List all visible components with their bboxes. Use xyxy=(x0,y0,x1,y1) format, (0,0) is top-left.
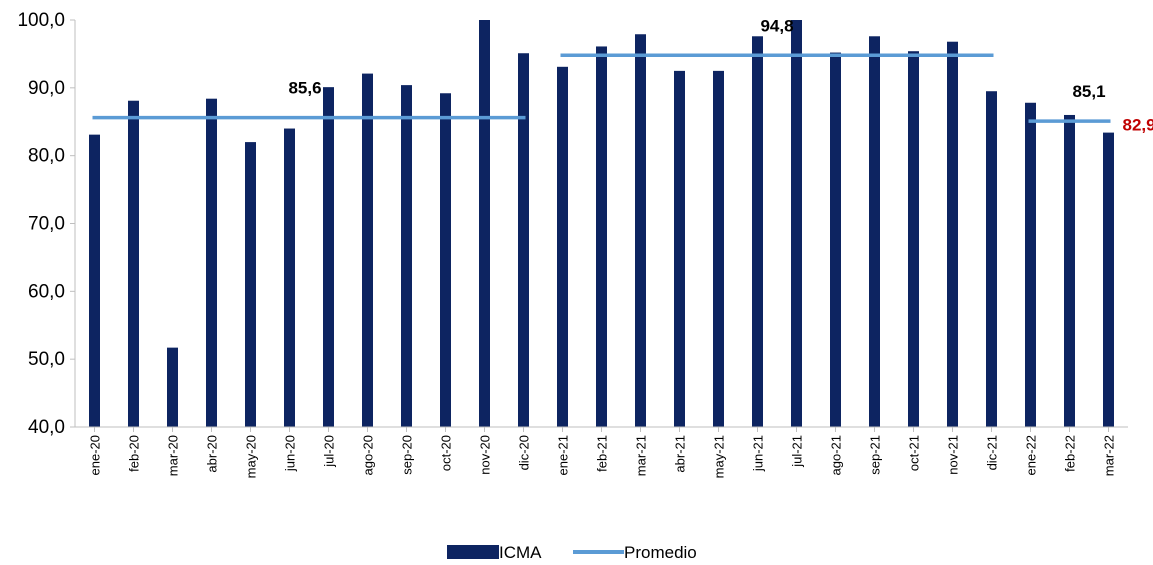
x-tick-label: nov-20 xyxy=(478,435,493,475)
bar-icma xyxy=(1064,114,1075,427)
x-tick-label: sep-20 xyxy=(400,435,415,475)
x-tick-label: abr-20 xyxy=(205,435,220,473)
x-tick-label: abr-21 xyxy=(673,435,688,473)
x-tick-label: sep-21 xyxy=(868,435,883,475)
x-tick-label: jul-20 xyxy=(322,435,337,468)
bar-icma xyxy=(167,347,178,427)
x-tick-label: dic-20 xyxy=(517,435,532,470)
x-tick-label: mar-21 xyxy=(634,435,649,476)
x-tick-label: feb-21 xyxy=(595,435,610,472)
legend-promedio-label: Promedio xyxy=(624,543,697,562)
x-tick-label: oct-21 xyxy=(907,435,922,471)
y-tick-label: 100,0 xyxy=(17,10,65,31)
bar-icma xyxy=(947,41,958,427)
bar-icma xyxy=(1025,102,1036,428)
bar-icma xyxy=(986,91,997,427)
bars xyxy=(89,20,1114,428)
x-tick-label: jul-21 xyxy=(790,435,805,468)
bar-icma xyxy=(596,46,607,427)
bar-icma xyxy=(206,98,217,427)
bar-icma xyxy=(1103,132,1114,427)
x-axis: ene-20 feb-20 mar-20 abr-20 may-20 jun-20 jul-… xyxy=(75,426,1128,478)
bar-icma xyxy=(362,73,373,428)
x-tick-label: nov-21 xyxy=(946,435,961,475)
y-tick-label: 70,0 xyxy=(28,214,65,235)
y-axis: 40,0 50,0 60,0 70,0 80,0 90,0 100,0 xyxy=(17,10,76,438)
bar-icma xyxy=(752,36,763,427)
x-tick-label: ago-21 xyxy=(829,435,844,475)
bar-icma xyxy=(284,128,295,428)
x-tick-label: ene-20 xyxy=(88,435,103,475)
bar-icma xyxy=(830,52,841,428)
legend: ICMA Promedio xyxy=(447,543,697,562)
y-tick-label: 40,0 xyxy=(28,417,65,438)
legend-icma-swatch xyxy=(447,545,499,559)
x-tick-label: may-20 xyxy=(244,435,259,478)
x-tick-label: ago-20 xyxy=(361,435,376,475)
promedio-label: 94,8 xyxy=(760,16,793,35)
x-tick-label: jun-21 xyxy=(751,435,766,472)
bar-icma xyxy=(479,20,490,427)
promedio-label: 85,6 xyxy=(288,79,321,98)
x-tick-label: oct-20 xyxy=(439,435,454,471)
value-labels: 85,6 94,8 85,1 82,9 xyxy=(288,16,1153,134)
bar-icma xyxy=(635,34,646,428)
x-tick-label: mar-22 xyxy=(1102,435,1117,476)
y-tick-label: 80,0 xyxy=(28,146,65,167)
legend-icma-label: ICMA xyxy=(499,543,542,562)
bar-icma xyxy=(869,36,880,427)
x-tick-label: feb-20 xyxy=(127,435,142,472)
bar-icma xyxy=(440,93,451,427)
promedio-label: 85,1 xyxy=(1072,82,1105,101)
bar-icma xyxy=(674,70,685,427)
bar-icma xyxy=(908,51,919,427)
bar-icma xyxy=(401,85,412,428)
x-tick-label: ene-21 xyxy=(556,435,571,475)
bar-icma xyxy=(557,66,568,428)
x-tick-label: mar-20 xyxy=(166,435,181,476)
y-tick-label: 60,0 xyxy=(28,281,65,302)
bar-icma xyxy=(89,134,100,427)
y-tick-label: 50,0 xyxy=(28,349,65,370)
bar-icma xyxy=(245,142,256,427)
bar-icma xyxy=(713,70,724,427)
last-value-label: 82,9 xyxy=(1123,116,1153,135)
x-tick-label: may-21 xyxy=(712,435,727,478)
y-tick-label: 90,0 xyxy=(28,78,65,99)
bar-icma xyxy=(518,53,529,427)
average-lines xyxy=(92,53,1111,123)
x-tick-label: feb-22 xyxy=(1063,435,1078,472)
bar-icma xyxy=(323,87,334,427)
bar-icma xyxy=(128,100,139,427)
x-tick-label: ene-22 xyxy=(1024,435,1039,475)
x-tick-label: dic-21 xyxy=(985,435,1000,470)
bar-icma xyxy=(791,20,802,427)
x-tick-label: jun-20 xyxy=(283,435,298,472)
